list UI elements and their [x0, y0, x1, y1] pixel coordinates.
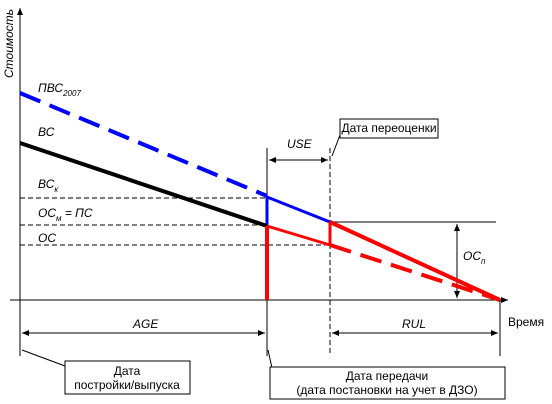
y-axis-label: Стоимость [2, 9, 16, 78]
label: ВСк [38, 177, 59, 194]
leader [21, 349, 66, 367]
os-line [329, 243, 501, 302]
label: ВС [38, 177, 55, 191]
label: = ПС [61, 206, 92, 220]
osp-line [329, 220, 501, 302]
label: USE [287, 137, 313, 151]
curves [19, 91, 501, 302]
os-line [266, 224, 331, 247]
leader [331, 134, 341, 157]
label-sub: 2007 [62, 89, 81, 98]
label: ОС [38, 206, 56, 220]
x-axis-label: Время [508, 315, 544, 329]
label-sub: м [56, 214, 62, 223]
label: AGE [132, 317, 159, 331]
axes [10, 8, 508, 303]
callouts [21, 118, 506, 400]
label-sub: п [481, 257, 486, 266]
callout-box [339, 118, 439, 139]
guides [19, 148, 501, 356]
callout-text: Дата [114, 364, 141, 378]
vs-line [19, 141, 268, 228]
callout-text: постройки/выпуска [74, 378, 180, 392]
pvs-line [266, 195, 331, 224]
label: ПВС [38, 81, 63, 95]
label: ВС [38, 125, 55, 139]
label: RUL [402, 317, 426, 331]
callout-text: (дата постановки на учет в ДЗО) [296, 383, 477, 397]
label: ОСм = ПС [38, 206, 93, 223]
pvs-line [19, 91, 268, 198]
leader [267, 349, 273, 369]
label-sub: к [54, 185, 59, 194]
callout-text: Дата передачи [346, 369, 429, 383]
label: ОС [463, 249, 481, 263]
callout-box [269, 366, 506, 400]
callout-text: Дата переоценки [341, 121, 436, 135]
callout-box [64, 360, 191, 395]
label: ПВС2007 [38, 81, 81, 98]
label: ОС [38, 231, 56, 245]
label: ОСп [463, 249, 486, 266]
